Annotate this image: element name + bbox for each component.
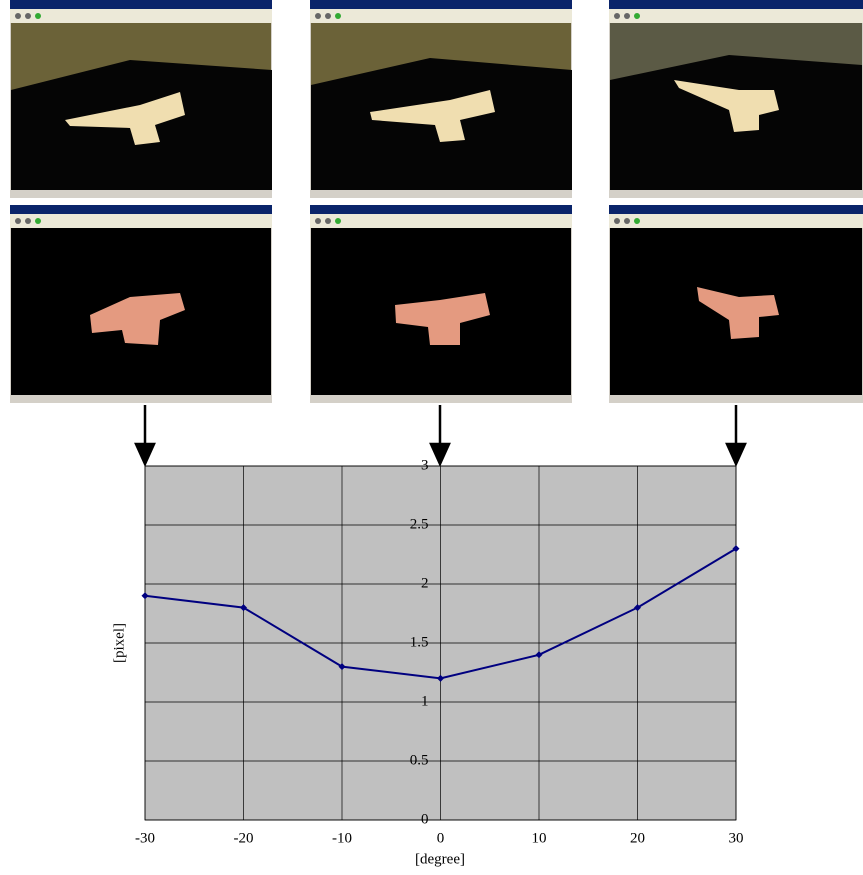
y-tick-label: 2 [421,575,429,591]
y-tick-label: 1.5 [410,634,429,650]
x-tick-label: 30 [729,830,744,846]
y-tick-label: 0.5 [410,752,429,768]
y-tick-label: 3 [421,457,429,473]
x-axis-label: [degree] [415,851,465,867]
y-tick-label: 1 [421,693,429,709]
figure: [degree] [pixel] 0 0.5 1 1.5 2 2.5 3 -30 -20 -10 0… [0,0,863,875]
x-tick-label: 20 [630,830,645,846]
y-tick-label: 2.5 [410,516,429,532]
arrows [136,405,745,464]
camera-view [10,0,272,198]
camera-view [609,0,863,198]
y-axis-label: [pixel] [111,623,127,663]
x-tick-label: -20 [234,830,254,846]
render-view [609,205,863,403]
x-tick-label: 10 [532,830,547,846]
x-tick-label: -10 [332,830,352,846]
camera-view [310,0,572,198]
render-view [310,205,572,403]
render-view [10,205,272,403]
camera-views [10,0,863,403]
y-tick-label: 0 [421,811,429,827]
x-tick-label: -30 [135,830,155,846]
x-tick-label: 0 [437,830,445,846]
